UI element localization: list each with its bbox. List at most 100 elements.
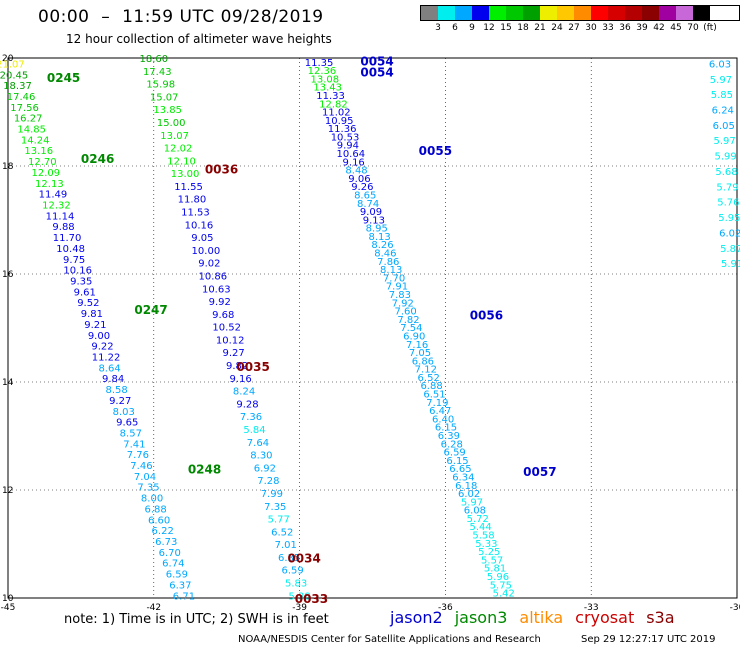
footer-note: note: 1) Time is in UTC; 2) SWH is in fe… — [64, 612, 329, 627]
swh-value: 5.81 — [484, 564, 506, 575]
legend-swatch — [591, 6, 608, 20]
swh-value: 6.71 — [173, 591, 195, 602]
legend-label: 9 — [469, 23, 475, 33]
swh-value: 8.00 — [141, 494, 163, 505]
swh-value: 5.76 — [717, 198, 739, 209]
swh-value: 6.88 — [144, 504, 166, 515]
swh-value: 13.08 — [310, 74, 339, 85]
swh-value: 13.43 — [313, 83, 342, 94]
chart-subtitle: 12 hour collection of altimeter wave hei… — [66, 32, 332, 46]
legend-swatch — [523, 6, 540, 20]
swh-value: 6.15 — [446, 456, 468, 467]
swh-value: 6.05 — [713, 121, 735, 132]
swh-value: 6.59 — [444, 448, 466, 459]
swh-value: 7.91 — [386, 282, 408, 293]
swh-value: 5.83 — [285, 579, 307, 590]
swh-value: 21.07 — [0, 59, 25, 70]
legend-label: 3 — [435, 23, 441, 33]
legend-swatch — [421, 6, 438, 20]
swh-value: 8.13 — [380, 265, 402, 276]
swh-value: 8.74 — [357, 199, 379, 210]
swh-value: 9.68 — [212, 310, 234, 321]
swh-value: 5.85 — [711, 90, 733, 101]
swh-value: 5.84 — [243, 425, 265, 436]
swh-value: 11.36 — [328, 124, 357, 135]
swh-value: 6.02 — [719, 228, 740, 239]
pass-number-label: 0054 — [360, 66, 393, 80]
swh-value: 13.85 — [153, 105, 182, 116]
swh-value: 10.16 — [63, 266, 92, 277]
legend-color-bar — [420, 5, 740, 21]
legend-swatch — [489, 6, 506, 20]
legend-label: 45 — [670, 23, 682, 33]
legend-swatch — [574, 6, 591, 20]
swh-value: 8.13 — [369, 232, 391, 243]
swh-value: 9.05 — [191, 233, 213, 244]
swh-value: 7.64 — [247, 438, 269, 449]
swh-value: 6.51 — [423, 390, 445, 401]
swh-value: 11.55 — [174, 182, 203, 193]
plot-frame — [7, 57, 738, 599]
swh-value: 8.26 — [371, 240, 393, 251]
swh-value: 10.12 — [216, 335, 245, 346]
swh-value: 11.49 — [39, 190, 68, 201]
swh-value: 12.32 — [42, 201, 71, 212]
chart-title: 00:00 – 11:59 UTC 09/28/2019 — [38, 7, 324, 27]
swh-value: 9.27 — [109, 396, 131, 407]
swh-value: 10.53 — [331, 132, 360, 143]
swh-value: 8.57 — [120, 428, 142, 439]
swh-value: 15.98 — [146, 80, 175, 91]
swh-value: 7.82 — [397, 315, 419, 326]
satellite-legend-jason3: jason3 — [454, 608, 508, 627]
swh-value: 8.46 — [374, 249, 396, 260]
swh-value: 6.35 — [278, 553, 300, 564]
legend-label: 18 — [517, 23, 529, 33]
satellite-legend-cryosat: cryosat — [575, 608, 635, 627]
swh-value: 7.92 — [392, 298, 414, 309]
swh-value: 9.28 — [236, 399, 258, 410]
y-tick-label: 14 — [2, 378, 14, 388]
legend-swatch — [693, 6, 710, 20]
legend-labels: 3 6 9 12 15 18 21 24 27 30 33 36 39 42 45 70 (ft) — [420, 21, 740, 35]
swh-value: 11.70 — [53, 233, 82, 244]
swh-value: 7.16 — [406, 340, 428, 351]
pass-number-label: 0054 — [360, 55, 393, 69]
swh-value: 15.00 — [157, 118, 186, 129]
x-tick-label: -33 — [584, 603, 599, 613]
swh-value: 9.13 — [363, 215, 385, 226]
swh-value: 6.34 — [452, 472, 474, 483]
swh-value: 8.03 — [113, 407, 135, 418]
swh-value: 11.35 — [305, 58, 334, 69]
swh-value: 5.25 — [478, 547, 500, 558]
swh-value: 6.52 — [271, 527, 293, 538]
swh-value: 7.60 — [394, 307, 416, 318]
legend-swatch — [506, 6, 523, 20]
swh-value: 10.52 — [212, 323, 241, 334]
swh-value: 9.02 — [198, 259, 220, 270]
swh-value: 6.90 — [403, 331, 425, 342]
x-tick-label: -30 — [730, 603, 740, 613]
swh-value: 5.33 — [475, 539, 497, 550]
swh-value: 7.12 — [415, 365, 437, 376]
swh-value: 9.65 — [116, 418, 138, 429]
satellite-legend-jason2: jason2 — [390, 608, 443, 627]
swh-value: 6.86 — [412, 356, 434, 367]
swh-value: 10.48 — [56, 244, 85, 255]
swh-value: 7.70 — [383, 273, 405, 284]
swh-value: 9.22 — [91, 342, 113, 353]
swh-value: 10.16 — [185, 220, 214, 231]
swh-value: 8.58 — [106, 385, 128, 396]
swh-value: 13.16 — [24, 146, 53, 157]
y-tick-label: 12 — [2, 486, 13, 496]
legend-swatch — [642, 6, 659, 20]
swh-value: 12.10 — [167, 156, 196, 167]
color-legend: 3 6 9 12 15 18 21 24 27 30 33 36 39 42 45 70 (ft) — [420, 5, 740, 35]
legend-swatch — [472, 6, 489, 20]
swh-value: 11.14 — [46, 211, 75, 222]
swh-value: 9.06 — [348, 174, 370, 185]
swh-value: 14.85 — [17, 125, 46, 136]
swh-value: 7.19 — [426, 398, 448, 409]
swh-value: 8.30 — [250, 451, 272, 462]
swh-value: 12.36 — [308, 66, 337, 77]
swh-value: 5.42 — [493, 589, 515, 600]
